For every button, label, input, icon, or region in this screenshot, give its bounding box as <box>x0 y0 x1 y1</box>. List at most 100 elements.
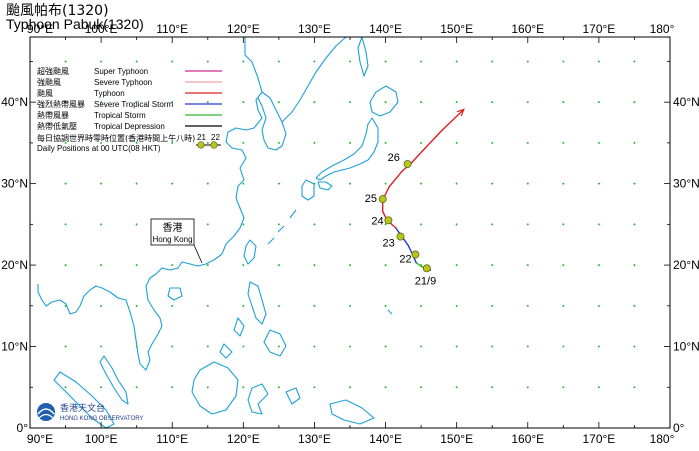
grid-dot <box>100 345 103 348</box>
longitude-labels-bottom: 90°E 100°E 110°E 120°E 130°E 140°E 150°E 160°E 1… <box>27 432 675 446</box>
daily-position-marker <box>396 232 405 241</box>
grid-dot <box>562 345 565 348</box>
daily-position-marker <box>422 264 431 273</box>
grid-dot <box>384 264 387 267</box>
daily-position-marker <box>403 160 412 169</box>
grid-dot <box>633 101 636 104</box>
grid-dot <box>313 304 316 307</box>
hko-logo-en: HONG KONG OBSERVATORY <box>60 416 143 422</box>
grid-dot <box>526 345 529 348</box>
title-chinese: 颱風帕布(1320) <box>6 3 109 19</box>
grid-dot <box>562 264 565 267</box>
grid-dot <box>100 101 103 104</box>
grid-dot <box>384 101 387 104</box>
grid-dot <box>64 386 67 389</box>
legend-en-typhoon: Typhoon <box>94 89 125 98</box>
grid-dot <box>526 223 529 226</box>
daily-position-label: 21/9 <box>415 275 436 287</box>
legend-zh-super-typhoon: 超強颱風 <box>37 66 69 76</box>
grid-dot <box>420 60 423 63</box>
grid-dot <box>526 264 529 267</box>
grid-dot <box>633 141 636 144</box>
daily-position-marker <box>378 195 387 204</box>
grid-dot <box>562 223 565 226</box>
grid-dot <box>100 141 103 144</box>
grid-dot <box>206 304 209 307</box>
grid-dot <box>491 264 494 267</box>
grid-dot <box>526 304 529 307</box>
lon-label-bottom: 140°E <box>369 432 402 446</box>
lon-label-bottom: 170°E <box>582 432 615 446</box>
grid-dot <box>349 386 351 389</box>
grid-dot <box>242 182 245 185</box>
legend-zh-typhoon: 颱風 <box>37 89 53 98</box>
legend-zh-severe-tropical-storm: 強烈熱帶風暴 <box>37 99 85 109</box>
grid-dot <box>349 223 351 226</box>
grid-dot <box>633 60 636 63</box>
grid-dot <box>562 141 565 144</box>
grid-dot <box>526 141 529 144</box>
grid-dot <box>277 101 280 104</box>
lat-label-right: 10°N <box>673 340 699 354</box>
grid-dot <box>100 264 103 267</box>
grid-dot <box>349 101 351 104</box>
grid-dot <box>64 60 67 63</box>
grid-dot <box>384 223 387 226</box>
track-segment <box>388 170 403 188</box>
lon-label-bottom: 120°E <box>227 432 260 446</box>
grid-dot <box>277 345 280 348</box>
grid-dot <box>206 101 209 104</box>
lon-label-bottom: 100°E <box>85 432 118 446</box>
grid-dot <box>242 386 245 389</box>
grid-dot <box>420 101 423 104</box>
grid-dot <box>206 60 209 63</box>
grid-dot <box>420 182 423 185</box>
daily-position-label: 26 <box>388 152 400 164</box>
lat-label-left: 40°N <box>1 95 28 109</box>
track-arrowhead <box>456 108 465 117</box>
grid-dot <box>384 141 387 144</box>
grid-dot <box>64 141 67 144</box>
grid-dot <box>455 182 458 185</box>
grid-dot <box>420 304 423 307</box>
grid-dot <box>349 182 351 185</box>
grid-dot <box>384 345 387 348</box>
grid-dot <box>135 223 138 226</box>
grid-dot <box>277 60 280 63</box>
grid-dot <box>420 141 423 144</box>
latitude-labels-right: 0° 10°N 20°N 30°N 40°N <box>673 95 699 435</box>
grid-dot <box>597 264 600 267</box>
grid-dot <box>420 223 423 226</box>
lon-label-top: 180° <box>650 22 675 36</box>
grid-dot <box>313 223 316 226</box>
daily-position-markers: 21/9 22 23 24 25 26 <box>365 152 437 287</box>
grid-dot <box>597 304 600 307</box>
grid-dot <box>491 141 494 144</box>
grid-dot <box>633 304 636 307</box>
grid-dot <box>633 182 636 185</box>
legend-zh-tropical-depression: 熱帶低氣壓 <box>37 121 77 131</box>
grid-dot <box>597 223 600 226</box>
hko-logo: 香港天文台 HONG KONG OBSERVATORY <box>37 402 143 422</box>
grid-dot <box>526 386 529 389</box>
legend-en-super-typhoon: Super Typhoon <box>94 67 148 76</box>
grid-dot <box>420 345 423 348</box>
grid-dot <box>455 60 458 63</box>
grid-dot <box>100 304 103 307</box>
grid-dot <box>633 264 636 267</box>
grid-dot <box>135 345 138 348</box>
grid-dot <box>171 386 174 389</box>
grid-dot <box>313 264 316 267</box>
grid-dot <box>64 223 67 226</box>
grid-dot <box>171 345 174 348</box>
lon-label-bottom: 110°E <box>156 432 188 446</box>
map-frame <box>29 36 671 429</box>
grid-dot <box>526 101 529 104</box>
lon-label-top: 160°E <box>511 22 544 36</box>
grid-dot <box>491 60 494 63</box>
track-segment <box>415 261 423 268</box>
grid-dot <box>135 264 138 267</box>
lon-label-bottom: 180° <box>650 432 675 446</box>
grid-dot <box>242 264 245 267</box>
grid-dot <box>64 304 67 307</box>
